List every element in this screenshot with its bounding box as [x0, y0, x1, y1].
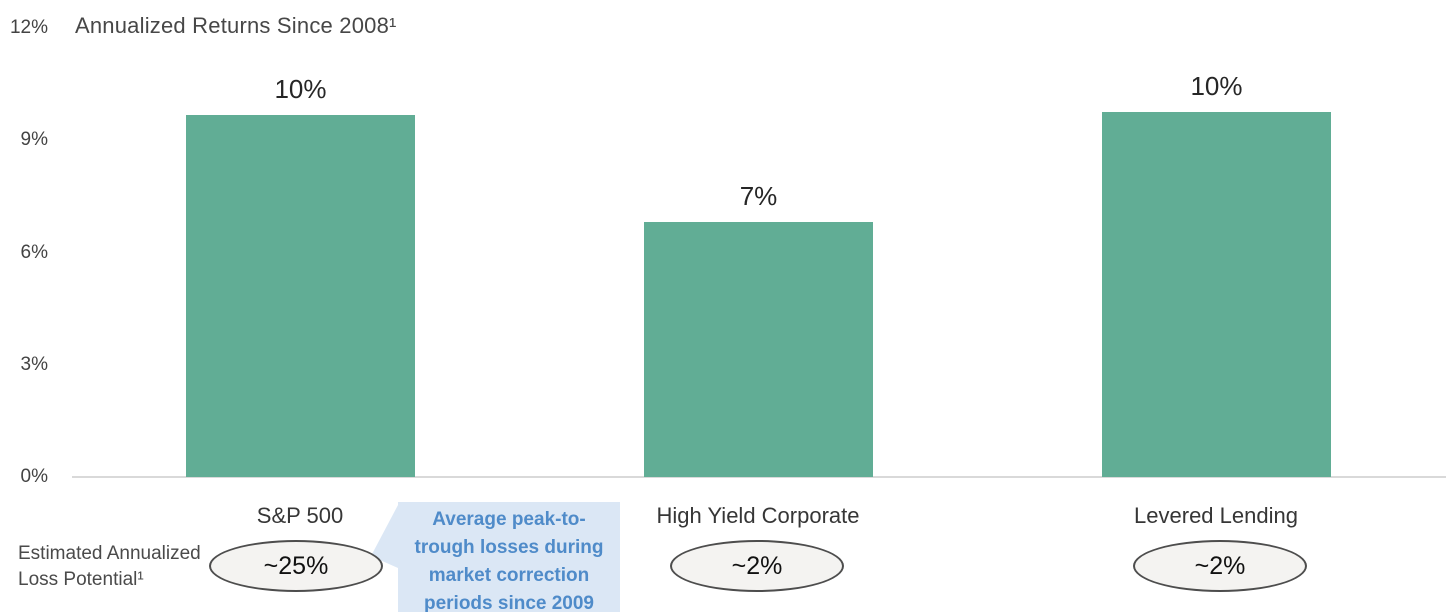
bar-value-label-sp500: 10%	[274, 74, 327, 104]
bar-sp500	[186, 115, 415, 477]
category-label-sp500: S&P 500	[256, 503, 344, 528]
y-axis-tick-6: 6%	[20, 242, 48, 263]
callout-line-1: Average peak-to-	[432, 509, 586, 530]
bar-levered-lending	[1102, 112, 1331, 477]
category-label-high-yield: High Yield Corporate	[656, 503, 860, 528]
y-axis-tick-12: 12%	[9, 17, 48, 38]
callout-pointer	[371, 505, 398, 568]
bar-value-label-levered-lending: 10%	[1190, 71, 1243, 101]
bar-high-yield-corporate	[644, 222, 873, 477]
chart-title: Annualized Returns Since 2008¹	[75, 13, 397, 38]
callout-box: Average peak-to- trough losses during ma…	[398, 502, 620, 612]
loss-oval: ~25%	[209, 540, 383, 592]
loss-oval: ~2%	[1133, 540, 1307, 592]
y-axis-tick-9: 9%	[20, 129, 48, 150]
callout-pointer-shape	[371, 505, 398, 568]
loss-potential-row-label-line1: Estimated Annualized	[18, 543, 201, 564]
callout-line-3: market correction	[428, 565, 590, 586]
loss-oval: ~2%	[670, 540, 844, 592]
x-axis-line	[72, 476, 1446, 478]
loss-potential-row-label-line2: Loss Potential¹	[18, 569, 144, 590]
loss-potential-row-label: Estimated Annualized Loss Potential¹	[18, 541, 201, 593]
callout-line-2: trough losses during	[414, 537, 604, 558]
bar-value-label-high-yield: 7%	[739, 181, 778, 211]
y-axis-tick-0: 0%	[20, 466, 48, 487]
callout-line-4: periods since 2009	[423, 593, 595, 612]
category-label-levered-lending: Levered Lending	[1134, 503, 1298, 528]
y-axis-tick-3: 3%	[20, 354, 48, 375]
